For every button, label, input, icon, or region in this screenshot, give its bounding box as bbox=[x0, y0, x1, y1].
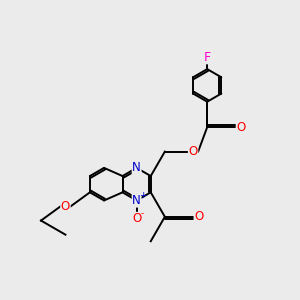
Text: N: N bbox=[132, 161, 141, 174]
Text: O: O bbox=[188, 145, 198, 158]
Text: +: + bbox=[139, 191, 146, 200]
Text: -: - bbox=[141, 209, 144, 218]
Text: F: F bbox=[204, 51, 211, 64]
Text: O: O bbox=[132, 212, 141, 225]
Text: O: O bbox=[194, 210, 204, 223]
Text: O: O bbox=[237, 121, 246, 134]
Text: N: N bbox=[132, 194, 141, 207]
Text: O: O bbox=[61, 200, 70, 213]
